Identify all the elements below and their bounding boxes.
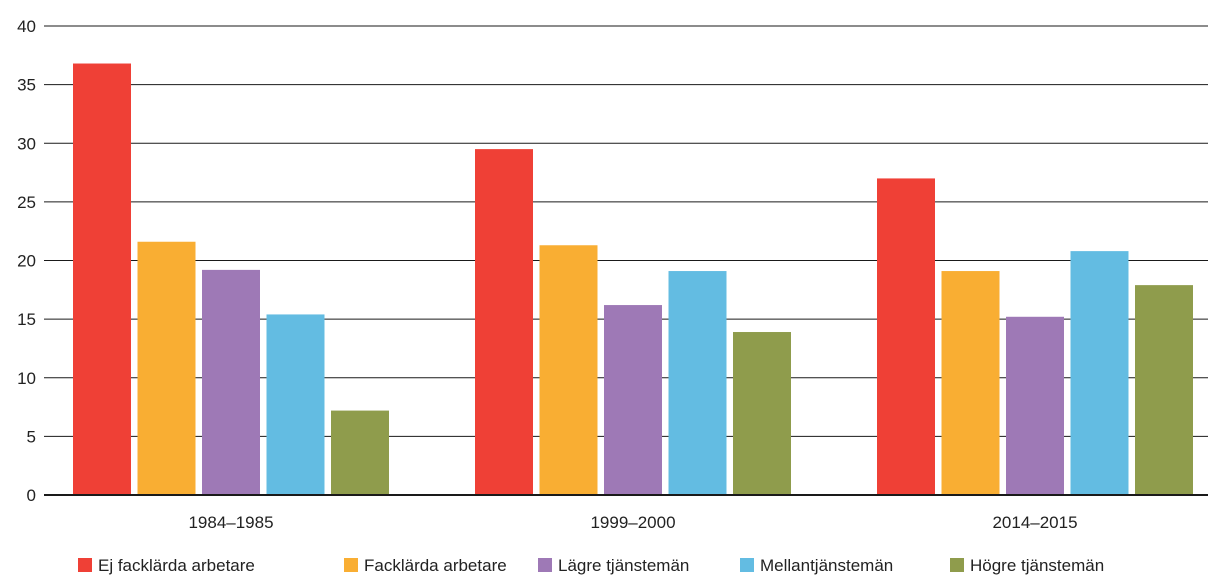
y-tick-label: 0 [27,486,36,505]
bar-ej-facklärda-arbetare-2 [877,178,935,496]
legend-label: Facklärda arbetare [364,556,507,575]
bar-facklärda-arbetare-0 [137,241,196,495]
bar-högre-tjänstemän-1 [733,332,791,495]
bar-facklärda-arbetare-2 [941,271,1000,495]
legend-swatch [78,558,92,572]
x-axis-category-labels: 1984–1985 1999–2000 2014–2015 [188,513,1077,532]
y-tick-label: 40 [17,17,36,36]
bars [73,63,1193,496]
y-tick-label: 10 [17,369,36,388]
legend-label: Högre tjänstemän [970,556,1104,575]
bar-högre-tjänstemän-2 [1135,285,1193,495]
bar-mellantjänstemän-1 [668,271,727,495]
legend-swatch [950,558,964,572]
bar-lägre-tjänstemän-2 [1006,316,1064,495]
legend-swatch [538,558,552,572]
y-tick-label: 35 [17,76,36,95]
x-category-label: 2014–2015 [992,513,1077,532]
legend-label: Lägre tjänstemän [558,556,689,575]
x-category-label: 1999–2000 [590,513,675,532]
bar-högre-tjänstemän-0 [331,410,389,495]
legend-item: Lägre tjänstemän [538,556,689,575]
y-tick-label: 25 [17,193,36,212]
bar-mellantjänstemän-2 [1070,251,1129,495]
legend-item: Ej facklärda arbetare [78,556,255,575]
bar-lägre-tjänstemän-0 [202,269,260,495]
legend-item: Mellantjänstemän [740,556,893,575]
y-tick-label: 20 [17,252,36,271]
bar-facklärda-arbetare-1 [539,245,598,495]
legend: Ej facklärda arbetare Facklärda arbetare L… [78,556,1104,575]
bar-lägre-tjänstemän-1 [604,305,662,495]
legend-swatch [740,558,754,572]
legend-swatch [344,558,358,572]
y-axis-tick-labels: 0 5 10 15 20 25 30 35 40 [17,17,36,505]
y-tick-label: 5 [27,427,36,446]
legend-label: Ej facklärda arbetare [98,556,255,575]
legend-item: Facklärda arbetare [344,556,507,575]
y-tick-label: 15 [17,310,36,329]
bar-ej-facklärda-arbetare-0 [73,63,131,496]
legend-item: Högre tjänstemän [950,556,1104,575]
y-tick-label: 30 [17,134,36,153]
bar-mellantjänstemän-0 [266,314,325,495]
bar-ej-facklärda-arbetare-1 [475,149,533,496]
x-category-label: 1984–1985 [188,513,273,532]
legend-label: Mellantjänstemän [760,556,893,575]
